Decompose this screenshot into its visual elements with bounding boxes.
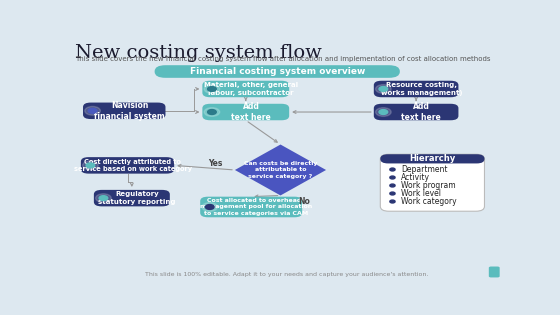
- FancyBboxPatch shape: [380, 154, 484, 211]
- Circle shape: [85, 106, 100, 115]
- Text: Add
text here: Add text here: [402, 102, 441, 122]
- Text: Resource costing,
works management): Resource costing, works management): [381, 82, 462, 96]
- Circle shape: [376, 108, 391, 116]
- Circle shape: [390, 168, 395, 171]
- FancyBboxPatch shape: [155, 65, 400, 78]
- Text: Hierarchy: Hierarchy: [409, 154, 455, 163]
- FancyBboxPatch shape: [374, 104, 459, 120]
- Text: Yes: Yes: [208, 159, 222, 169]
- FancyBboxPatch shape: [202, 81, 289, 97]
- FancyBboxPatch shape: [374, 81, 459, 97]
- Circle shape: [208, 87, 216, 91]
- Text: Work category: Work category: [401, 197, 457, 206]
- Circle shape: [204, 85, 220, 93]
- Text: No: No: [298, 197, 310, 206]
- Circle shape: [390, 176, 395, 179]
- Text: Material, other, general
labour, subcontractor: Material, other, general labour, subcont…: [204, 82, 298, 96]
- Circle shape: [86, 163, 95, 168]
- Circle shape: [390, 192, 395, 195]
- Text: Work program: Work program: [401, 181, 456, 190]
- Text: Can costs be directly
attributable to
service category ?: Can costs be directly attributable to se…: [244, 161, 317, 179]
- Text: Navision
financial system: Navision financial system: [94, 101, 165, 121]
- FancyBboxPatch shape: [202, 104, 289, 120]
- Circle shape: [88, 108, 97, 113]
- Text: Add
text here: Add text here: [231, 102, 271, 122]
- Circle shape: [379, 87, 388, 91]
- Text: This slide covers the new financial costing system flow after allocation and imp: This slide covers the new financial cost…: [75, 56, 491, 62]
- Circle shape: [96, 194, 111, 203]
- Circle shape: [206, 204, 214, 209]
- Text: Department: Department: [401, 165, 447, 174]
- FancyBboxPatch shape: [489, 266, 500, 278]
- Circle shape: [376, 85, 391, 93]
- Circle shape: [390, 200, 395, 203]
- Text: Cost directly attributed to
service based on work category: Cost directly attributed to service base…: [74, 159, 192, 172]
- Circle shape: [379, 110, 388, 114]
- Text: Activity: Activity: [401, 173, 430, 182]
- Text: This slide is 100% editable. Adapt it to your needs and capture your audience's : This slide is 100% editable. Adapt it to…: [145, 272, 429, 278]
- Circle shape: [204, 108, 220, 116]
- Circle shape: [82, 161, 98, 170]
- Polygon shape: [235, 145, 326, 195]
- Circle shape: [208, 110, 216, 114]
- Text: Financial costing system overview: Financial costing system overview: [189, 67, 365, 76]
- FancyBboxPatch shape: [83, 103, 166, 119]
- Circle shape: [99, 196, 108, 201]
- FancyBboxPatch shape: [81, 157, 174, 174]
- Text: Regulatory
statutory reporting: Regulatory statutory reporting: [99, 192, 176, 205]
- Text: Cost allocated to overheads
management pool for allocation
to service categories: Cost allocated to overheads management p…: [200, 198, 312, 216]
- FancyBboxPatch shape: [200, 197, 302, 217]
- FancyBboxPatch shape: [380, 154, 484, 163]
- Circle shape: [202, 203, 217, 211]
- Text: New costing system flow: New costing system flow: [75, 44, 322, 62]
- Text: Work level: Work level: [401, 189, 441, 198]
- FancyBboxPatch shape: [94, 190, 170, 206]
- Circle shape: [390, 184, 395, 187]
